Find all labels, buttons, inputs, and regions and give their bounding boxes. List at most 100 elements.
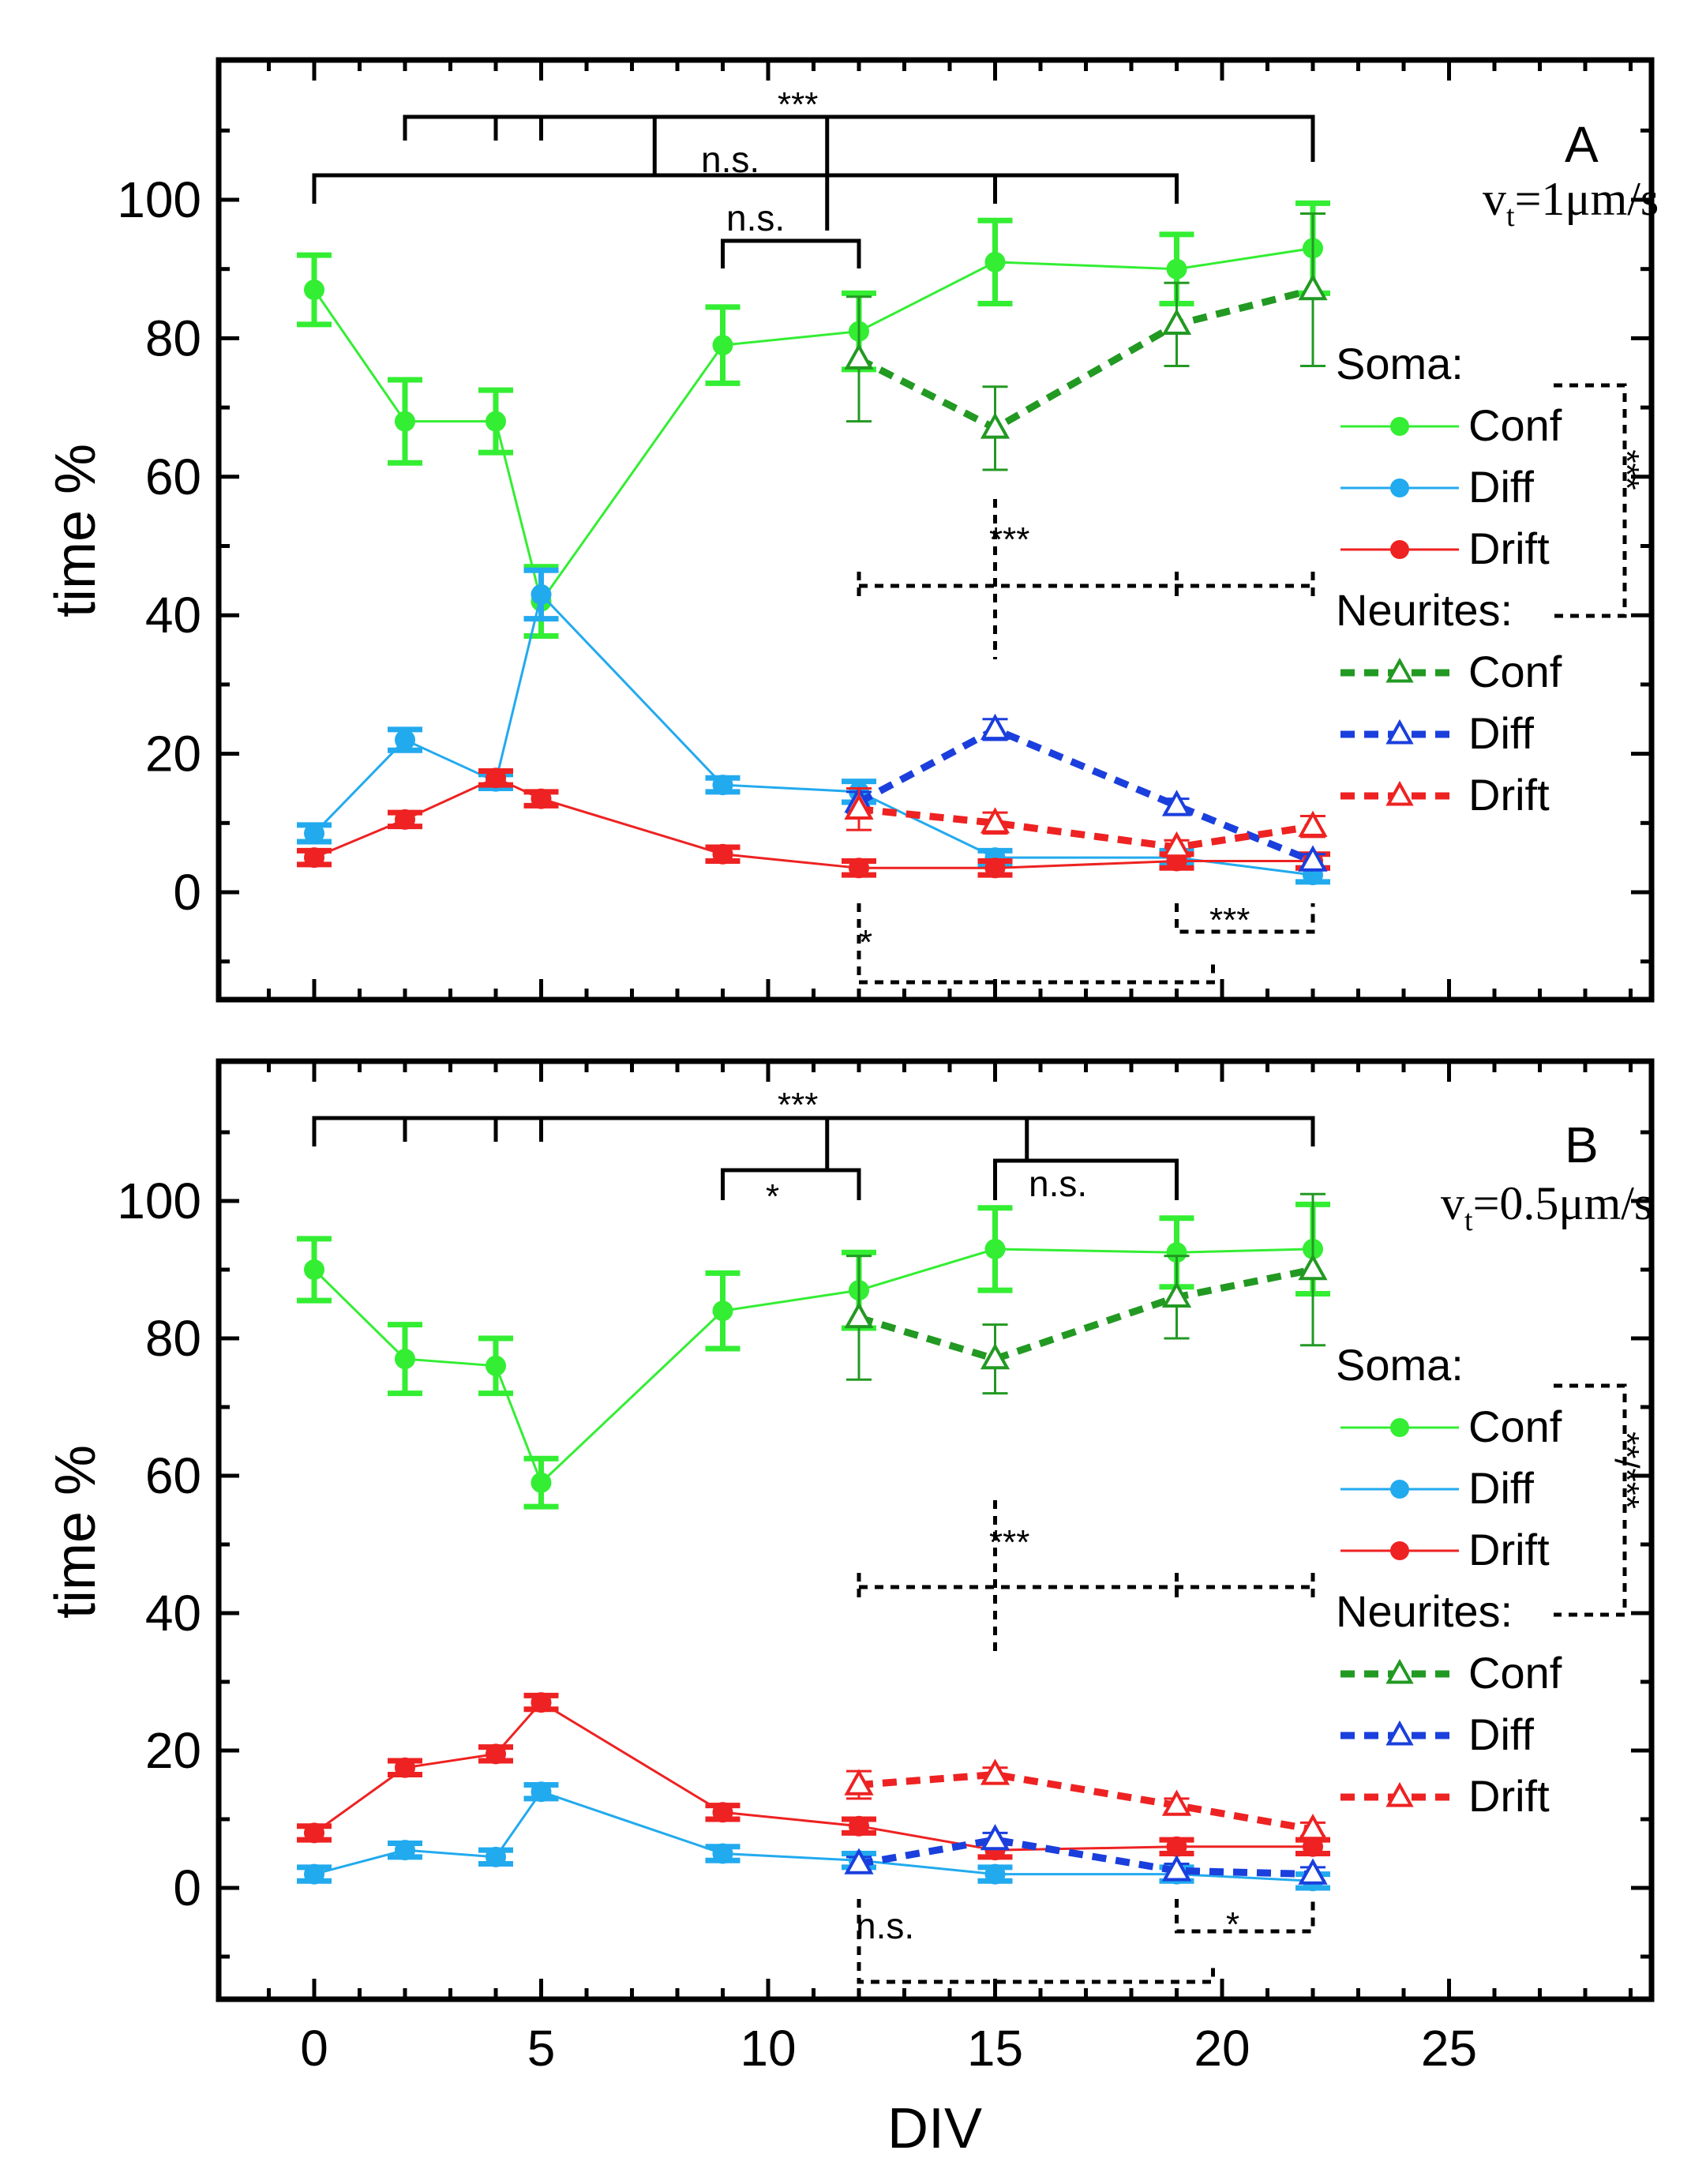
panel-a-ann-side: *** — [1607, 449, 1646, 490]
panel-b-ann-side: **/*** — [1607, 1432, 1646, 1509]
soma-drift-point — [984, 857, 1006, 879]
neurites-conf-point — [1298, 1253, 1328, 1281]
soma-drift-point — [849, 1815, 869, 1837]
legend-neurites-swatch-marker — [1385, 1781, 1414, 1807]
legend-neurites-label: Drift — [1468, 770, 1550, 820]
legend-neurites-label: Drift — [1468, 1771, 1550, 1821]
legend-soma-label: Diff — [1468, 1463, 1534, 1513]
panel-a-significance-brackets — [312, 114, 1315, 268]
soma-drift-point — [395, 809, 415, 830]
legend-soma-swatch-marker — [1390, 1541, 1409, 1560]
neurites-diff-line — [858, 1836, 1314, 1878]
panel-a-velocity-value: =1μm/s — [1515, 173, 1659, 225]
soma-conf-point — [486, 1355, 506, 1376]
soma-conf-point — [395, 1349, 415, 1370]
bracket-top-ticks — [403, 1118, 543, 1142]
panel-b-y-axis-title: time % — [44, 1445, 107, 1619]
panel-b-frame — [216, 1058, 1655, 2002]
legend-neurites-label: Diff — [1468, 708, 1534, 758]
panel-a-dashed-brackets — [857, 383, 1627, 985]
y-tick-label: 100 — [117, 1173, 201, 1229]
neurites-drift-line — [858, 805, 1314, 851]
y-tick-label: 20 — [145, 726, 201, 782]
soma-drift-point — [531, 788, 552, 809]
dashed-mid-ticks — [993, 1500, 1179, 1658]
legend-neurites-swatch-marker — [1385, 719, 1414, 745]
legend-soma-swatch-marker — [1390, 478, 1409, 497]
bracket-top — [312, 1116, 1315, 1146]
panel-b-ann-ns2: n.s. — [1029, 1163, 1087, 1204]
neurites-diff-line — [857, 725, 1314, 865]
panel-a-velocity-sub: t — [1506, 200, 1515, 233]
soma-diff-point — [531, 584, 552, 605]
soma-drift-point — [304, 847, 324, 869]
soma-drift-point — [486, 1743, 506, 1765]
panel-a-velocity-label: vt=1μm/s — [1483, 173, 1659, 233]
dashed-side-bracket — [1554, 383, 1627, 618]
bracket-right — [993, 1158, 1179, 1200]
soma-conf-point — [1166, 258, 1187, 280]
neurites-drift-point — [844, 1769, 874, 1796]
x-tick-label: 15 — [967, 2020, 1023, 2077]
neurites-drift-point — [844, 793, 874, 820]
dashed-low-bracket-left — [857, 1899, 1215, 1984]
panel-b-ticks — [219, 1061, 1652, 1999]
x-tick-label: 10 — [740, 2020, 796, 2077]
y-tick-label: 0 — [173, 1859, 201, 1916]
dashed-mid-bracket — [857, 572, 1315, 600]
bracket-top-ticks — [493, 117, 543, 141]
panel-b-velocity-value: =0.5μm/s — [1473, 1177, 1653, 1229]
y-tick-label: 80 — [145, 1310, 201, 1367]
panel-b-y-tick-labels: 0 20 40 60 80 100 — [117, 1173, 201, 1916]
soma-drift-point — [1303, 1836, 1323, 1857]
panel-a-label: A — [1565, 116, 1599, 173]
neurites-diff-point — [1161, 1855, 1192, 1882]
soma-diff-point — [395, 1840, 415, 1861]
y-tick-label: 60 — [145, 1447, 201, 1504]
panel-b-significance-brackets — [312, 1116, 1315, 1200]
panel-a-ann-mid: *** — [989, 520, 1029, 559]
neurites-drift-point — [1298, 1813, 1328, 1841]
x-tick-label: 0 — [300, 2020, 328, 2077]
neurites-conf-point — [980, 412, 1010, 439]
soma-conf-point — [712, 1300, 733, 1322]
neurites-conf-point — [844, 1301, 874, 1329]
legend-soma-title: Soma: — [1336, 1340, 1464, 1390]
bracket-top — [403, 114, 1315, 162]
neurites-diff-point — [1298, 845, 1328, 872]
panel-a-ann-ns1: n.s. — [701, 139, 759, 180]
x-axis-title: DIV — [887, 2097, 982, 2160]
legend-soma-swatch-marker — [1390, 540, 1409, 559]
panel-a-y-tick-labels: 0 20 40 60 80 100 — [117, 171, 201, 921]
legend-soma-label: Conf — [1468, 1402, 1562, 1451]
neurites-drift-line — [858, 1770, 1314, 1833]
legend-soma-swatch-marker — [1390, 1418, 1409, 1437]
legend-soma-swatch-marker — [1390, 1480, 1409, 1499]
dashed-side-bracket — [1554, 1383, 1627, 1617]
legend-soma-title: Soma: — [1336, 339, 1464, 388]
panel-a-frame — [216, 57, 1655, 1003]
panel-b-dashed-brackets — [857, 1383, 1627, 1984]
panel-b-x-tick-labels: 0 5 10 15 20 25 — [300, 2020, 1477, 2077]
legend-soma-label: Drift — [1468, 1525, 1550, 1574]
legend-neurites-swatch-marker — [1385, 780, 1414, 806]
y-tick-label: 40 — [145, 1585, 201, 1642]
neurites-drift-point — [1161, 831, 1192, 858]
x-tick-label: 5 — [527, 2020, 556, 2077]
soma-diff-point — [712, 775, 733, 796]
soma-diff-point — [304, 823, 324, 844]
bracket-third — [721, 238, 861, 268]
neurites-drift-point — [980, 807, 1010, 834]
soma-conf-point — [304, 280, 324, 301]
soma-diff-point — [395, 730, 415, 751]
dashed-low-bracket-right — [1175, 903, 1315, 934]
neurites-drift-point — [980, 1758, 1010, 1785]
soma-drift-point — [712, 843, 733, 865]
soma-conf-point — [486, 411, 506, 432]
soma-diff-line — [313, 591, 1314, 876]
panel-a-velocity-v: v — [1483, 173, 1506, 225]
